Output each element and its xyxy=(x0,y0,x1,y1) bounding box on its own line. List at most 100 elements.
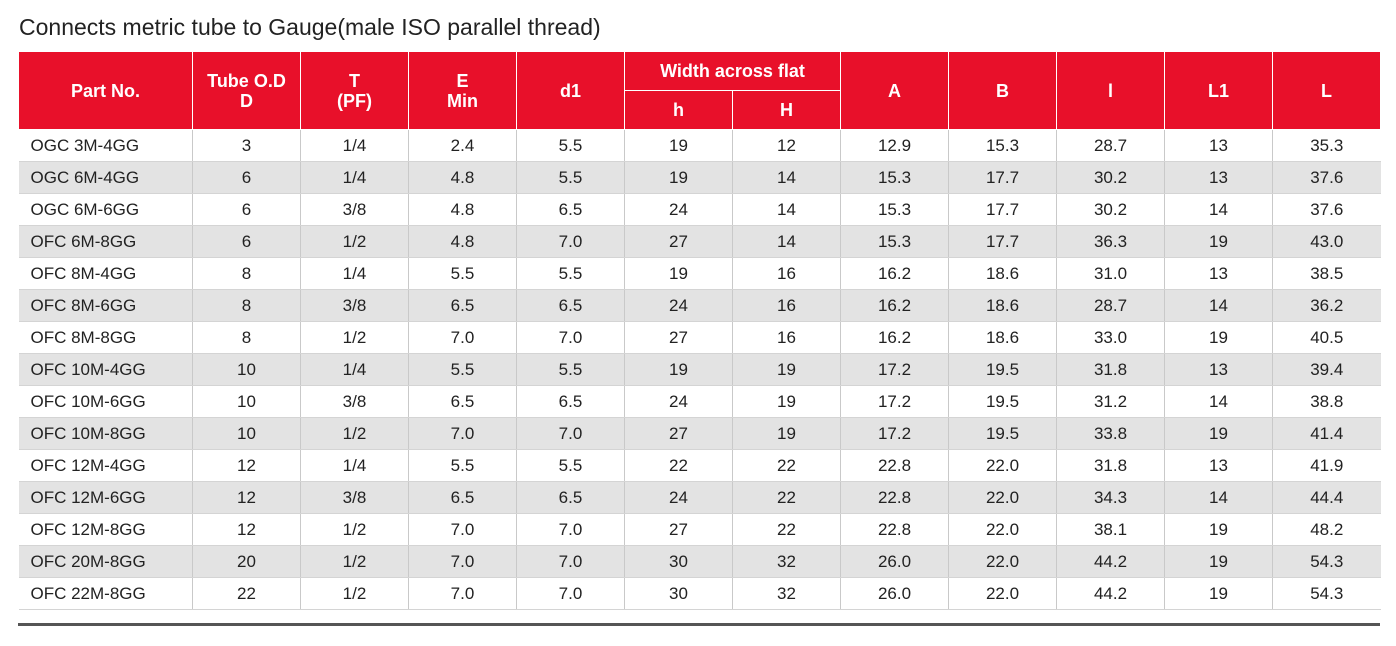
cell-b: 22.0 xyxy=(948,545,1057,578)
cell-part-no: OGC 6M-4GG xyxy=(18,161,193,194)
header-l-small-label: l xyxy=(1107,80,1113,101)
table-bottom-rule xyxy=(18,623,1380,626)
table-row: OFC 12M-8GG 12 1/2 7.0 7.0 27 22 22.8 22.0 38.1 19… xyxy=(18,513,1381,546)
cell-tube-od: 3 xyxy=(192,129,301,162)
cell-tube-od: 22 xyxy=(192,577,301,610)
page-title: Connects metric tube to Gauge(male ISO p… xyxy=(19,14,601,40)
cell-a: 17.2 xyxy=(840,417,949,450)
cell-tube-od: 20 xyxy=(192,545,301,578)
cell-d1: 7.0 xyxy=(516,225,625,258)
header-a-label: A xyxy=(888,80,901,101)
cell-l1: 13 xyxy=(1164,161,1273,194)
header-e: E Min xyxy=(408,51,517,130)
cell-l1: 14 xyxy=(1164,193,1273,226)
cell-l-small: 31.0 xyxy=(1056,257,1165,290)
cell-h-large: 19 xyxy=(732,385,841,418)
cell-d1: 5.5 xyxy=(516,353,625,386)
header-t-line1: T xyxy=(349,70,360,91)
table-row: OGC 6M-4GG 6 1/4 4.8 5.5 19 14 15.3 17.7 30.2 13 37… xyxy=(18,161,1381,194)
cell-tube-od: 6 xyxy=(192,193,301,226)
cell-l-total: 54.3 xyxy=(1272,545,1381,578)
header-t-line2: (PF) xyxy=(337,90,372,111)
cell-l-small: 31.8 xyxy=(1056,449,1165,482)
cell-l-total: 41.4 xyxy=(1272,417,1381,450)
cell-l1: 19 xyxy=(1164,545,1273,578)
cell-h-large: 16 xyxy=(732,321,841,354)
cell-h-large: 19 xyxy=(732,417,841,450)
header-a: A xyxy=(840,51,949,130)
cell-tube-od: 10 xyxy=(192,385,301,418)
cell-a: 15.3 xyxy=(840,193,949,226)
cell-e: 4.8 xyxy=(408,193,517,226)
header-width-across-flat: Width across flat xyxy=(624,51,841,91)
header-d1: d1 xyxy=(516,51,625,130)
cell-t: 1/4 xyxy=(300,161,409,194)
header-h-small-label: h xyxy=(673,100,684,120)
cell-l1: 19 xyxy=(1164,225,1273,258)
cell-e: 6.5 xyxy=(408,385,517,418)
cell-d1: 7.0 xyxy=(516,577,625,610)
spec-table: Part No. Tube O.D D T (PF) E Min d1 Width a… xyxy=(18,51,1381,610)
cell-h-small: 24 xyxy=(624,385,733,418)
cell-h-small: 30 xyxy=(624,577,733,610)
cell-b: 18.6 xyxy=(948,289,1057,322)
cell-e: 5.5 xyxy=(408,353,517,386)
cell-h-small: 27 xyxy=(624,513,733,546)
cell-tube-od: 12 xyxy=(192,481,301,514)
cell-d1: 6.5 xyxy=(516,385,625,418)
cell-e: 7.0 xyxy=(408,417,517,450)
cell-tube-od: 8 xyxy=(192,289,301,322)
header-l-total: L xyxy=(1272,51,1381,130)
cell-e: 5.5 xyxy=(408,257,517,290)
cell-h-large: 22 xyxy=(732,513,841,546)
cell-t: 1/2 xyxy=(300,577,409,610)
cell-h-large: 32 xyxy=(732,577,841,610)
cell-d1: 6.5 xyxy=(516,193,625,226)
cell-part-no: OFC 10M-8GG xyxy=(18,417,193,450)
cell-b: 17.7 xyxy=(948,161,1057,194)
cell-a: 22.8 xyxy=(840,449,949,482)
cell-a: 15.3 xyxy=(840,225,949,258)
cell-tube-od: 10 xyxy=(192,417,301,450)
cell-b: 22.0 xyxy=(948,577,1057,610)
cell-e: 5.5 xyxy=(408,449,517,482)
cell-t: 1/4 xyxy=(300,257,409,290)
cell-l-small: 44.2 xyxy=(1056,577,1165,610)
cell-l1: 13 xyxy=(1164,129,1273,162)
cell-t: 1/2 xyxy=(300,321,409,354)
table-body: OGC 3M-4GG 3 1/4 2.4 5.5 19 12 12.9 15.3 28.7 13 35… xyxy=(18,129,1381,610)
cell-l-small: 28.7 xyxy=(1056,129,1165,162)
cell-t: 1/2 xyxy=(300,513,409,546)
cell-t: 3/8 xyxy=(300,193,409,226)
cell-l-small: 30.2 xyxy=(1056,161,1165,194)
cell-part-no: OFC 12M-4GG xyxy=(18,449,193,482)
cell-l-total: 37.6 xyxy=(1272,193,1381,226)
cell-t: 1/4 xyxy=(300,449,409,482)
cell-a: 17.2 xyxy=(840,353,949,386)
cell-e: 6.5 xyxy=(408,481,517,514)
table-row: OFC 8M-6GG 8 3/8 6.5 6.5 24 16 16.2 18.6 28.7 14 36… xyxy=(18,289,1381,322)
cell-a: 16.2 xyxy=(840,289,949,322)
cell-l1: 13 xyxy=(1164,257,1273,290)
cell-part-no: OFC 8M-4GG xyxy=(18,257,193,290)
cell-l1: 19 xyxy=(1164,321,1273,354)
cell-h-large: 12 xyxy=(732,129,841,162)
header-width-across-flat-label: Width across flat xyxy=(660,61,805,81)
header-l1: L1 xyxy=(1164,51,1273,130)
cell-l1: 14 xyxy=(1164,385,1273,418)
cell-b: 22.0 xyxy=(948,513,1057,546)
cell-a: 16.2 xyxy=(840,321,949,354)
cell-l-total: 44.4 xyxy=(1272,481,1381,514)
header-h-large: H xyxy=(732,90,841,130)
cell-d1: 5.5 xyxy=(516,129,625,162)
cell-d1: 7.0 xyxy=(516,513,625,546)
table-row: OFC 10M-6GG 10 3/8 6.5 6.5 24 19 17.2 19.5 31.2 14… xyxy=(18,385,1381,418)
cell-d1: 7.0 xyxy=(516,417,625,450)
cell-l-small: 33.8 xyxy=(1056,417,1165,450)
cell-l1: 13 xyxy=(1164,353,1273,386)
cell-l-total: 37.6 xyxy=(1272,161,1381,194)
cell-l-small: 31.8 xyxy=(1056,353,1165,386)
cell-h-large: 14 xyxy=(732,225,841,258)
cell-e: 7.0 xyxy=(408,545,517,578)
header-h-small: h xyxy=(624,90,733,130)
